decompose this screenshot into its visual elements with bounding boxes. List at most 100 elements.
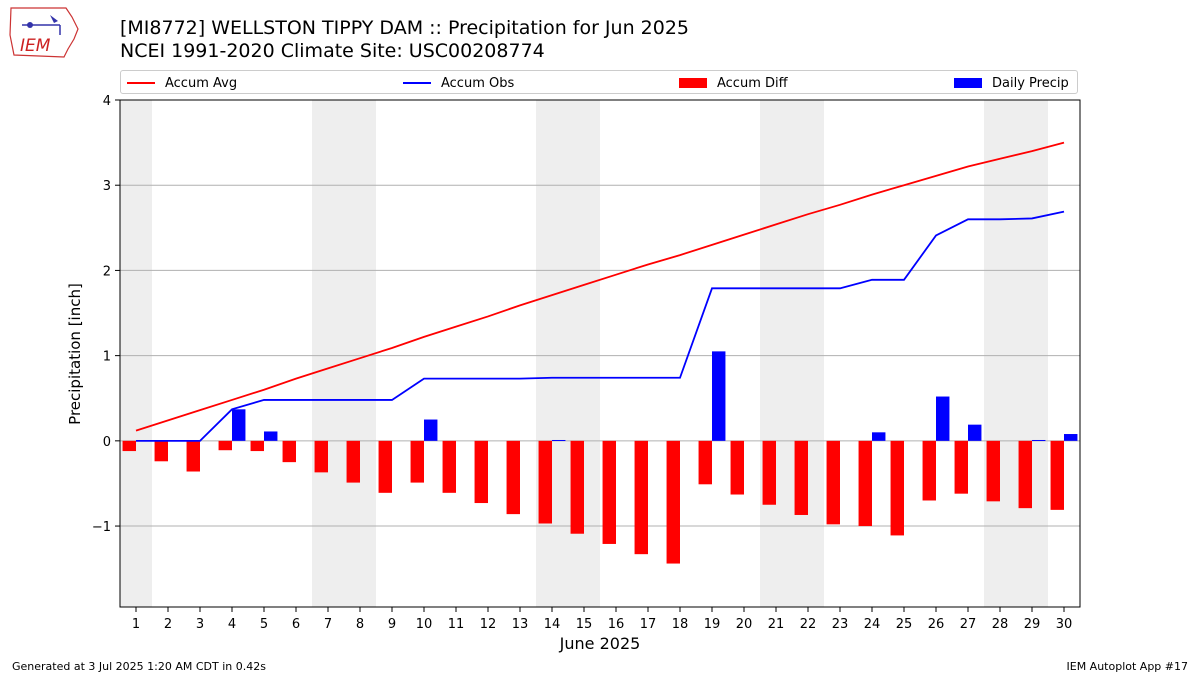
y-tick-label: 4 xyxy=(103,94,111,109)
x-tick-label: 6 xyxy=(292,617,300,632)
legend-item-accum-avg: Accum Avg xyxy=(127,74,237,92)
daily-precip-bar xyxy=(1032,439,1046,441)
accum-avg-line xyxy=(135,141,1065,432)
accum-diff-bar xyxy=(922,440,936,501)
weekend-band xyxy=(312,100,376,607)
weekend-band xyxy=(984,100,1048,607)
legend-item-accum-obs: Accum Obs xyxy=(403,74,514,92)
accum-diff-bar xyxy=(282,440,296,463)
chart-subtitle: NCEI 1991-2020 Climate Site: USC00208774 xyxy=(120,40,545,62)
daily-precip-bar xyxy=(872,432,886,441)
chart-title: [MI8772] WELLSTON TIPPY DAM :: Precipita… xyxy=(120,17,690,39)
accum-diff-bar xyxy=(762,440,776,505)
accum-diff-bar xyxy=(538,440,552,524)
y-axis-label: Precipitation [inch] xyxy=(66,283,84,425)
accum-diff-bar xyxy=(634,440,648,555)
legend-label-accum-obs: Accum Obs xyxy=(441,75,515,91)
x-tick-label: 4 xyxy=(228,617,236,632)
accum-diff-bar xyxy=(186,440,200,472)
y-tick-label: 0 xyxy=(103,435,111,450)
legend-swatch-daily-precip xyxy=(954,78,982,88)
x-tick-label: 12 xyxy=(480,617,497,632)
y-tick-label: 2 xyxy=(103,264,111,279)
x-axis-label: June 2025 xyxy=(559,634,641,653)
x-tick-label: 15 xyxy=(576,617,593,632)
accum-diff-bar xyxy=(698,440,712,485)
weekend-band xyxy=(120,100,152,607)
x-tick-label: 25 xyxy=(896,617,913,632)
accum-diff-bar xyxy=(250,440,264,452)
bars xyxy=(122,351,1078,564)
x-tick-label: 22 xyxy=(800,617,817,632)
daily-precip-bar xyxy=(552,439,566,441)
gridlines xyxy=(120,184,1080,527)
accum-diff-bar xyxy=(858,440,872,527)
legend-label-accum-diff: Accum Diff xyxy=(717,75,788,91)
x-tick-label: 19 xyxy=(704,617,721,632)
x-tick-label: 30 xyxy=(1056,617,1073,632)
accum-diff-bar xyxy=(794,440,808,515)
accum-diff-bar xyxy=(506,440,520,515)
generated-timestamp: Generated at 3 Jul 2025 1:20 AM CDT in 0… xyxy=(12,660,266,673)
accum-diff-bar xyxy=(314,440,328,473)
daily-precip-bar xyxy=(936,396,950,441)
x-tick-label: 29 xyxy=(1024,617,1041,632)
x-tick-label: 1 xyxy=(132,617,140,632)
x-tick-label: 3 xyxy=(196,617,204,632)
legend-swatch-accum-obs xyxy=(403,82,431,84)
y-tick-label: −1 xyxy=(92,520,111,535)
iem-logo: IEM xyxy=(8,5,80,63)
y-tick-label: 1 xyxy=(103,350,111,365)
legend-swatch-accum-diff xyxy=(679,78,707,88)
weekend-band xyxy=(536,100,600,607)
x-tick-label: 8 xyxy=(356,617,364,632)
x-tick-label: 14 xyxy=(544,617,561,632)
x-tick-label: 10 xyxy=(416,617,433,632)
x-tick-label: 24 xyxy=(864,617,881,632)
accum-diff-bar xyxy=(1018,440,1032,509)
x-tick-label: 16 xyxy=(608,617,625,632)
x-tick-label: 27 xyxy=(960,617,977,632)
daily-precip-bar xyxy=(264,431,278,441)
accum-diff-bar xyxy=(346,440,360,483)
accum-diff-bar xyxy=(442,440,456,493)
accum-diff-bar xyxy=(986,440,1000,502)
accum-diff-bar xyxy=(1050,440,1064,510)
accum-diff-bar xyxy=(218,440,232,451)
legend-swatch-accum-avg xyxy=(127,82,155,84)
accum-obs-line xyxy=(136,210,1065,442)
accum-diff-bar xyxy=(730,440,744,495)
accum-diff-bar xyxy=(378,440,392,493)
weekend-band xyxy=(760,100,824,607)
x-tick-label: 23 xyxy=(832,617,849,632)
x-tick-label: 13 xyxy=(512,617,529,632)
x-tick-label: 28 xyxy=(992,617,1009,632)
x-tick-label: 11 xyxy=(448,617,465,632)
weekend-shading xyxy=(120,100,1048,607)
x-tick-label: 17 xyxy=(640,617,657,632)
daily-precip-bar xyxy=(968,424,982,441)
x-tick-label: 21 xyxy=(768,617,785,632)
accum-diff-bar xyxy=(666,440,680,564)
accum-diff-bar xyxy=(154,440,168,462)
accum-diff-bar xyxy=(122,440,136,452)
x-tick-label: 18 xyxy=(672,617,689,632)
legend-item-daily-precip: Daily Precip xyxy=(954,74,1069,92)
accum-diff-bar xyxy=(570,440,584,534)
legend-label-accum-avg: Accum Avg xyxy=(165,75,238,91)
app-label: IEM Autoplot App #17 xyxy=(1066,660,1189,673)
x-tick-label: 5 xyxy=(260,617,268,632)
daily-precip-bar xyxy=(232,409,246,441)
x-tick-label: 20 xyxy=(736,617,753,632)
lines xyxy=(135,141,1065,442)
daily-precip-bar xyxy=(424,419,438,441)
legend: Accum Avg Accum Obs Accum Diff Daily Pre… xyxy=(120,70,1078,94)
accum-diff-bar xyxy=(826,440,840,525)
x-tick-label: 9 xyxy=(388,617,396,632)
plot-frame xyxy=(119,99,1081,608)
x-tick-label: 7 xyxy=(324,617,332,632)
accum-diff-bar xyxy=(410,440,424,483)
accum-diff-bar xyxy=(474,440,488,504)
